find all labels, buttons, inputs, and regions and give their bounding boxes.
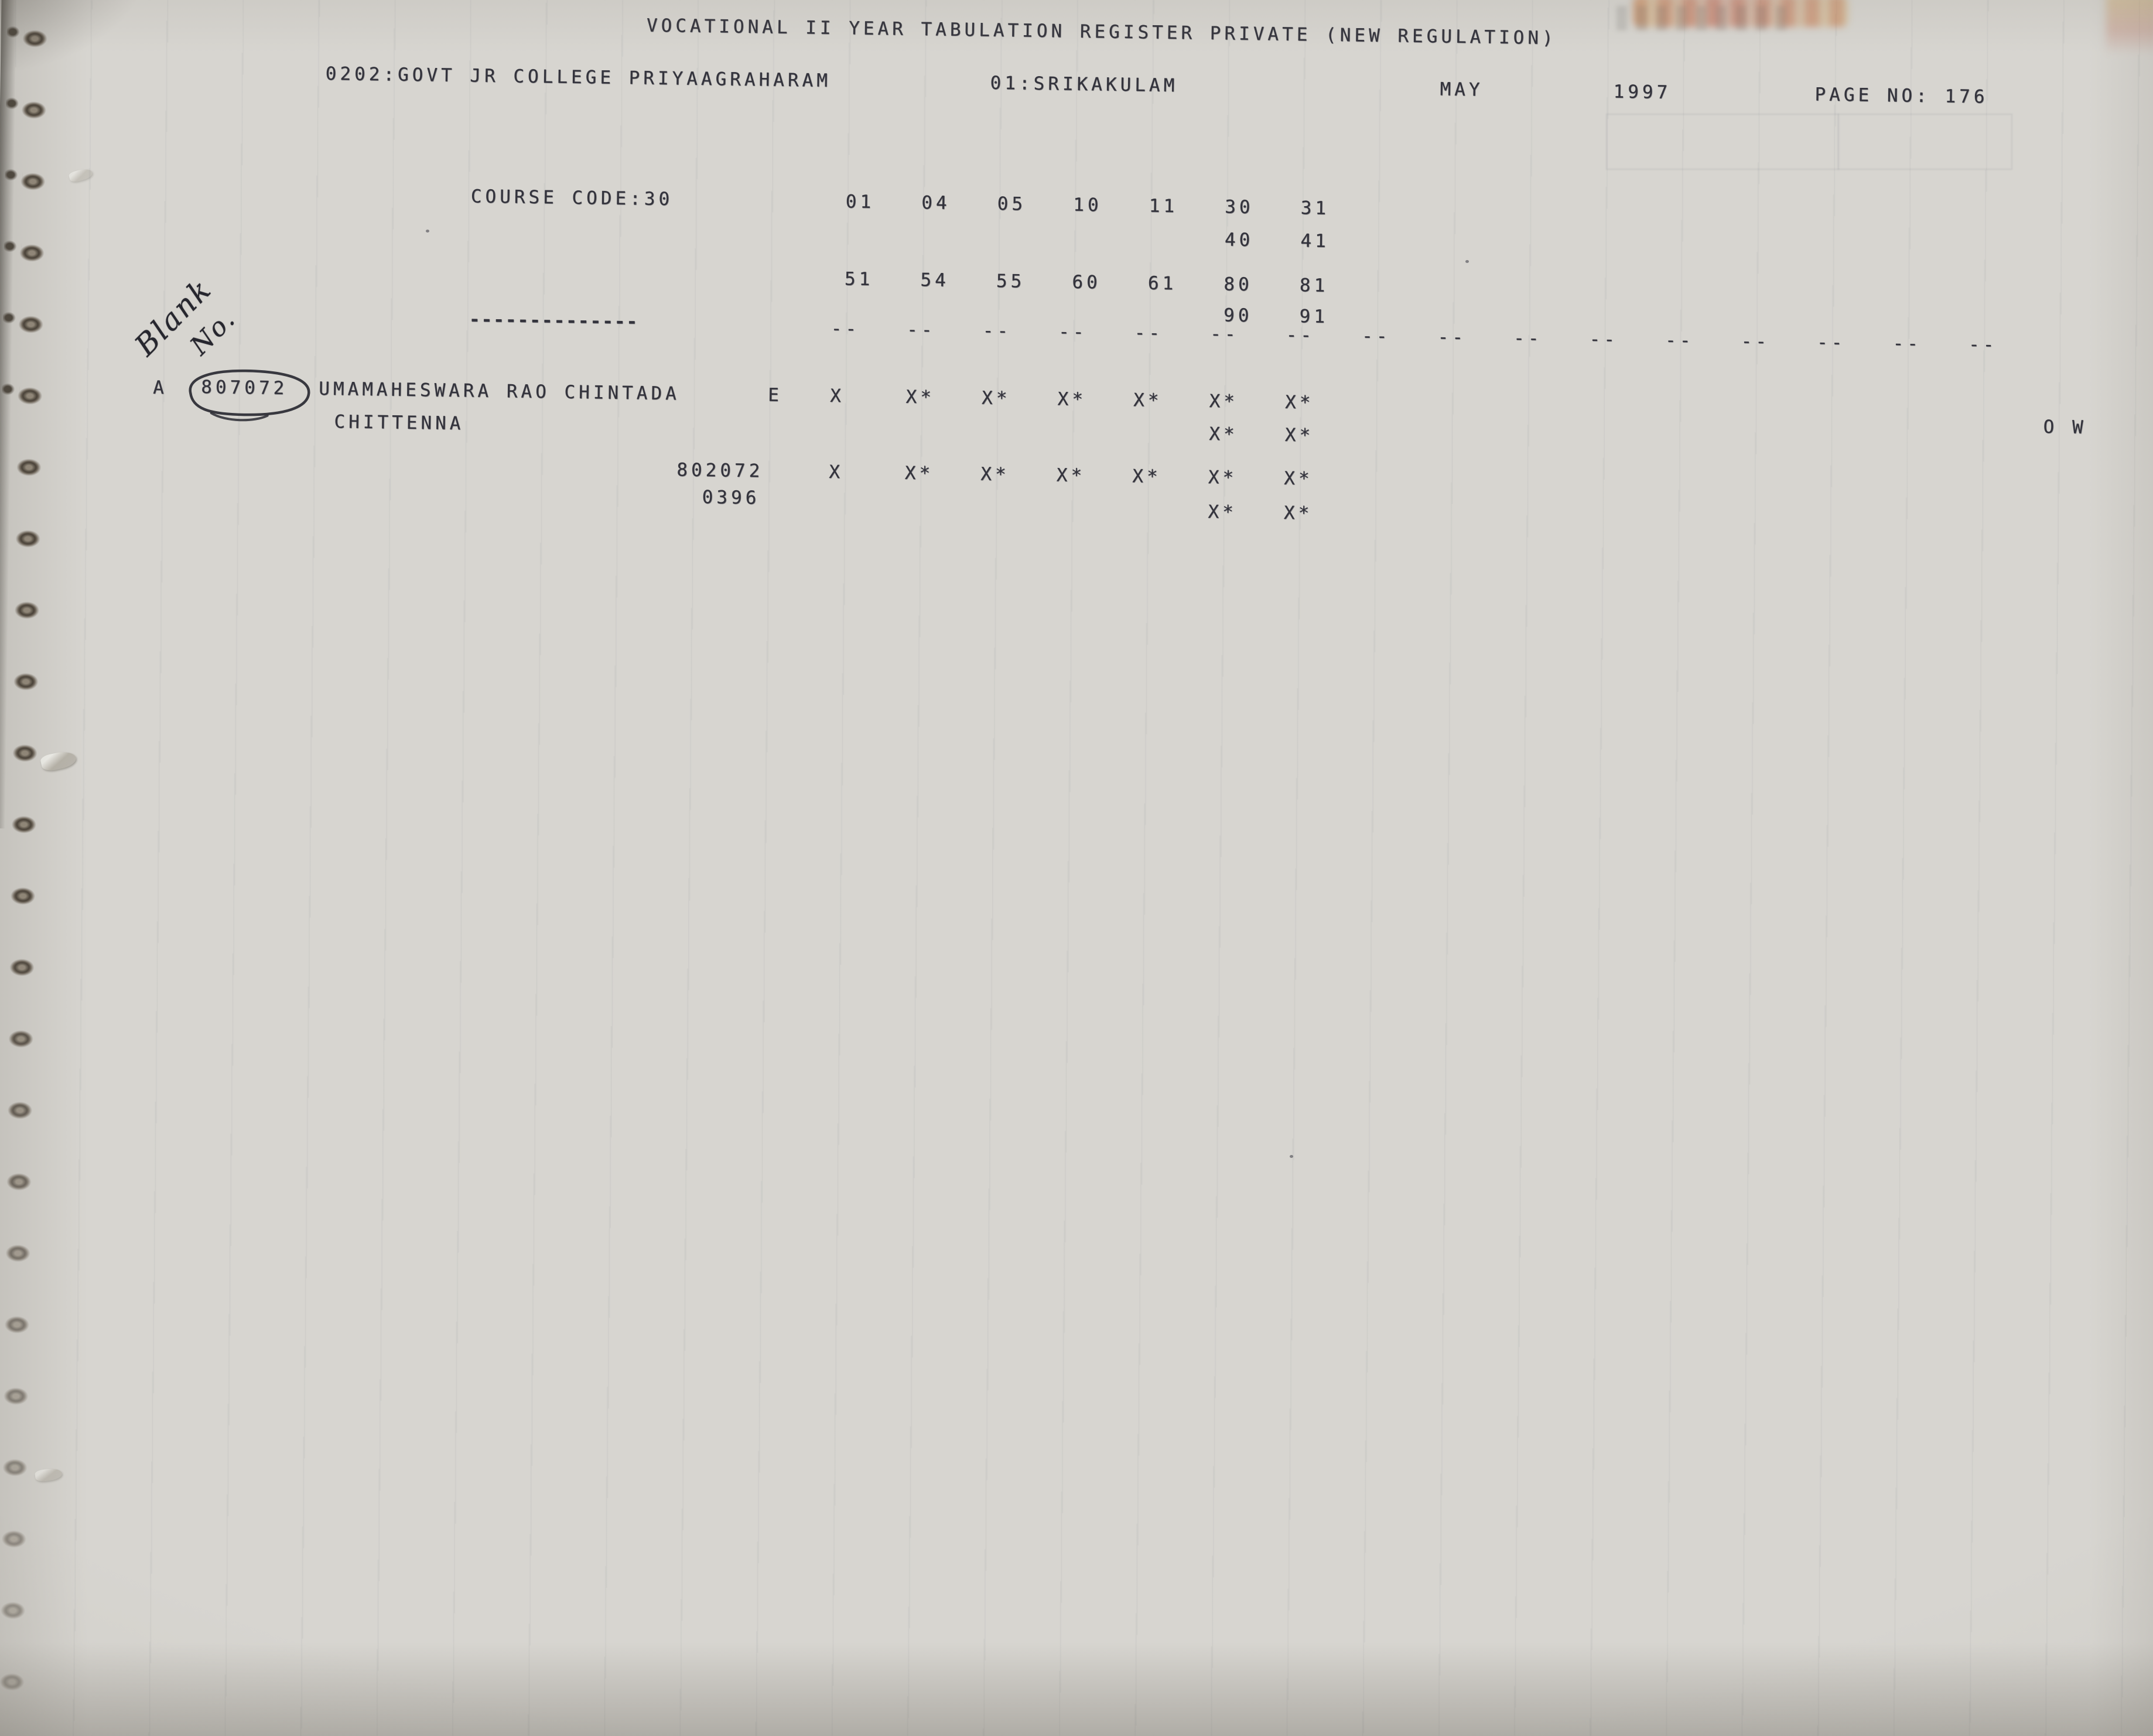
column-dashes-row: -- -- -- -- -- -- -- -- -- -- -- -- -- -… (831, 318, 2045, 356)
subject-code: 51 (844, 268, 874, 291)
ink-speck-1 (426, 230, 429, 233)
mark-cell: X* (1208, 467, 1238, 488)
mark-cell: X* (981, 387, 1011, 409)
mark-cell: X* (905, 386, 935, 408)
mark-cell: X* (1283, 502, 1313, 524)
column-dash: -- (1286, 324, 1315, 346)
column-dash: -- (982, 320, 1012, 342)
mark-cell: X* (1133, 389, 1163, 411)
exam-year: 1997 (1613, 81, 1672, 104)
course-code-label: COURSE CODE:30 (470, 186, 674, 210)
subject-code: 40 (1224, 229, 1254, 251)
subject-code: 10 (1073, 194, 1102, 216)
subject-code: 41 (1300, 230, 1330, 252)
mark-cell: X* (1208, 501, 1238, 523)
bleed-through-gray-ghost (1617, 6, 1792, 30)
page-title: VOCATIONAL II YEAR TABULATION REGISTER P… (646, 15, 1557, 49)
subject-code-row-2: 40 41 (1225, 229, 1376, 252)
bleed-through-orange-ghost (1633, 0, 1848, 27)
column-dash: -- (1892, 333, 1922, 355)
column-dash: -- (831, 318, 860, 340)
column-dash: -- (1513, 327, 1543, 350)
student-name: UMAMAHESWARA RAO CHINTADA (319, 378, 681, 405)
medium-code: E (767, 384, 783, 406)
mark-cell: X* (1284, 424, 1314, 446)
subject-code: 05 (997, 193, 1027, 215)
column-dash: -- (1589, 329, 1619, 350)
subject-code: 80 (1224, 274, 1253, 296)
column-dash: -- (1968, 334, 1998, 356)
mark-cell: X (829, 462, 844, 483)
father-name: CHITTENNA (334, 411, 464, 435)
column-dash: -- (1058, 321, 1088, 343)
result-code: O W (2043, 416, 2087, 439)
previous-marks-row-2: X* X* (1208, 501, 1359, 525)
previous-code: 0396 (702, 487, 760, 509)
subject-code: 04 (921, 192, 951, 214)
page-number: PAGE NO: 176 (1814, 84, 1988, 108)
subject-code: 31 (1300, 197, 1330, 219)
mark-cell: X* (904, 462, 934, 484)
subject-code: 81 (1299, 275, 1329, 296)
handwritten-note: Blank No. (128, 257, 293, 371)
column-dash: -- (1816, 332, 1846, 354)
previous-hall-ticket: 802072 (676, 459, 764, 482)
bleed-through-corner-ghost (2106, 0, 2153, 55)
ink-speck-3 (1290, 1155, 1293, 1158)
mark-cell: X* (1209, 423, 1238, 445)
mark-cell: X* (1284, 391, 1314, 414)
column-dash: -- (1361, 325, 1391, 347)
mark-cell: X* (980, 463, 1010, 486)
exam-month: MAY (1440, 78, 1484, 101)
column-dash: -- (1665, 329, 1694, 351)
subject-code-row-3: 51 54 55 60 61 80 81 (845, 268, 1376, 297)
hand-drawn-circle (189, 369, 310, 422)
hall-ticket-number: 807072 (201, 377, 288, 399)
bleed-through-table-grid (1606, 114, 2012, 170)
column-dash: -- (1741, 330, 1771, 353)
marks-row-2: X* X* (1209, 423, 1361, 447)
subject-code: 61 (1147, 272, 1177, 295)
mark-cell: X* (1057, 388, 1087, 411)
mark-cell: X* (1132, 466, 1161, 487)
group-marker: A (153, 377, 168, 399)
column-dash: -- (1134, 322, 1164, 344)
column-dash: -- (1437, 326, 1467, 348)
subject-code-row-1: 01 04 05 10 11 30 31 (846, 191, 1377, 220)
mark-cell: X* (1056, 464, 1086, 487)
column-dash: -- (1210, 323, 1239, 345)
college-code-name: 0202:GOVT JR COLLEGE PRIYAAGRAHARAM (325, 63, 832, 92)
previous-marks-row-1: X X* X* X* X* X* X* (829, 462, 1360, 490)
subject-code: 01 (845, 191, 875, 213)
subject-code: 30 (1225, 196, 1254, 218)
marks-row-1: X X* X* X* X* X* X* (830, 385, 1361, 414)
subject-code: 55 (996, 270, 1026, 292)
subject-code: 60 (1072, 271, 1102, 293)
mark-cell: X (829, 385, 845, 407)
column-dash: -- (907, 319, 936, 341)
subject-code: 11 (1149, 195, 1178, 217)
mark-cell: X* (1284, 467, 1313, 490)
ink-speck-2 (1465, 260, 1469, 263)
district-code-name: 01:SRIKAKULAM (990, 72, 1178, 97)
name-separator-dashes: -------------- (469, 309, 639, 333)
mark-cell: X* (1209, 391, 1239, 412)
subject-code: 54 (920, 269, 950, 291)
